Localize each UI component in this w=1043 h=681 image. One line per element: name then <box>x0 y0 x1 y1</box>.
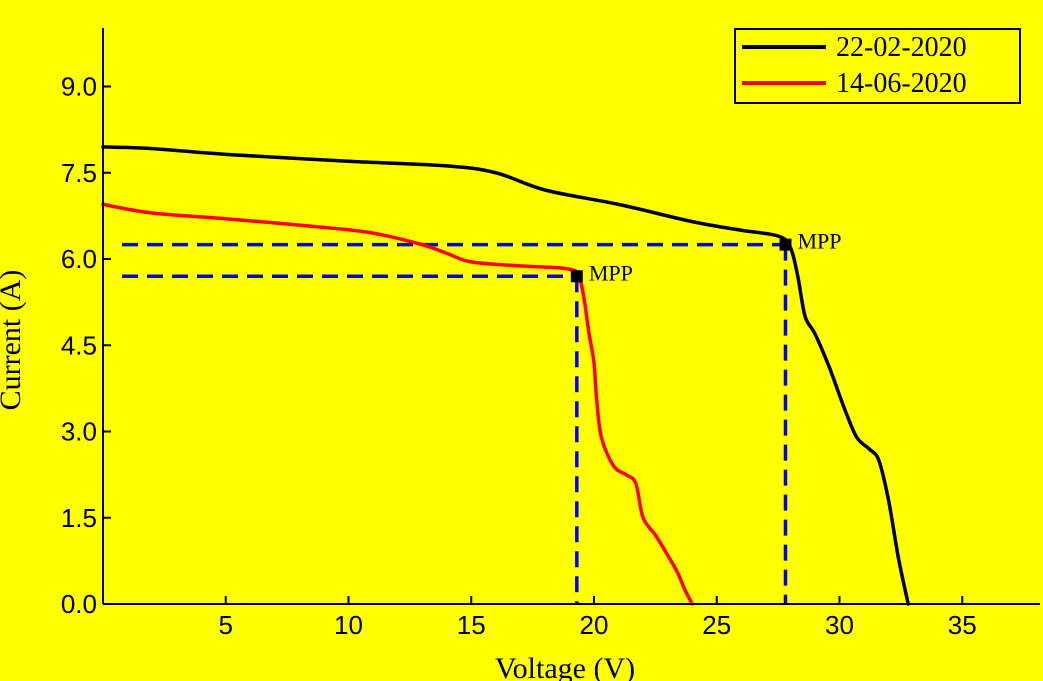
x-tick-label: 5 <box>219 610 233 640</box>
y-tick-label: 1.5 <box>61 503 97 533</box>
x-tick-label: 20 <box>580 610 609 640</box>
x-axis-title: Voltage (V) <box>495 652 635 681</box>
y-tick-label: 7.5 <box>61 158 97 188</box>
x-ticks: 5 10 15 20 25 30 35 <box>219 596 977 640</box>
mpp-label: MPP <box>589 260 633 285</box>
y-tick-label: 0.0 <box>61 589 97 619</box>
x-tick-label: 25 <box>702 610 731 640</box>
mpp-marker <box>570 270 583 283</box>
legend-box <box>734 28 1021 104</box>
x-tick-label: 35 <box>948 610 977 640</box>
y-tick-label: 9.0 <box>61 72 97 102</box>
x-tick-label: 15 <box>457 610 486 640</box>
y-axis-title: Current (A) <box>0 270 27 411</box>
legend: 22-02-2020 14-06-2020 <box>734 28 1021 104</box>
mpp-marker <box>779 238 792 251</box>
axes <box>102 28 1040 605</box>
y-tick-label: 3.0 <box>61 417 97 447</box>
legend-label-2: 14-06-2020 <box>836 68 967 99</box>
series-line-2 <box>101 202 694 606</box>
legend-label-1: 22-02-2020 <box>836 32 967 63</box>
y-ticks: 0.0 1.5 3.0 4.5 6.0 7.5 9.0 <box>61 72 111 619</box>
mpp-label: MPP <box>797 229 841 254</box>
y-tick-label: 4.5 <box>61 330 97 360</box>
x-tick-label: 30 <box>825 610 854 640</box>
x-tick-label: 10 <box>334 610 363 640</box>
y-tick-label: 6.0 <box>61 244 97 274</box>
mpp-guide-lines <box>122 242 788 604</box>
mpp-markers: MPP MPP <box>570 229 842 285</box>
